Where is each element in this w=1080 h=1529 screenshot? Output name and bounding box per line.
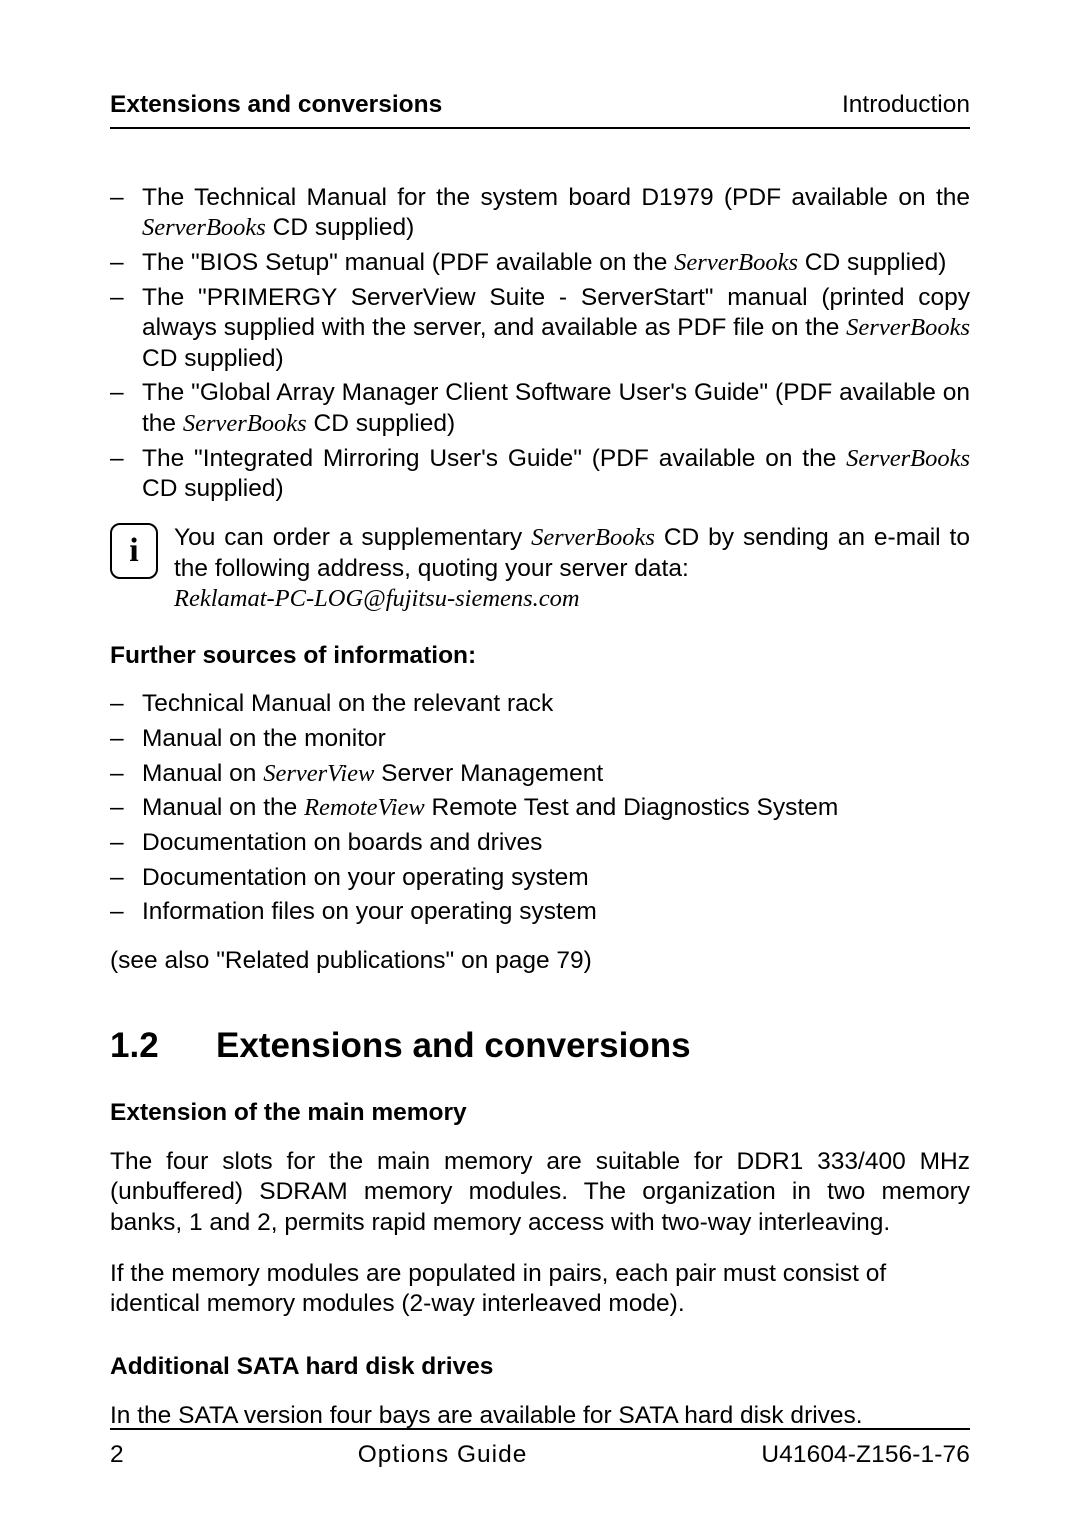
dash-icon: – (110, 248, 142, 279)
dash-icon: – (110, 828, 142, 859)
dash-icon: – (110, 897, 142, 928)
list-item-text: Manual on ServerView Server Management (142, 759, 970, 790)
list-item: –The "Global Array Manager Client Softwa… (110, 378, 970, 439)
list-item-text: The "Global Array Manager Client Softwar… (142, 378, 970, 439)
info-icon: i (110, 523, 158, 579)
list-item: –Information files on your operating sys… (110, 897, 970, 928)
dash-icon: – (110, 863, 142, 894)
list-item-text: The "BIOS Setup" manual (PDF available o… (142, 248, 970, 279)
list-item: –Manual on the RemoteView Remote Test an… (110, 793, 970, 824)
header-right: Introduction (842, 90, 970, 121)
list-item: –The "Integrated Mirroring User's Guide"… (110, 444, 970, 505)
header-left: Extensions and conversions (110, 90, 442, 121)
footer-page-number: 2 (110, 1440, 124, 1471)
top-list: –The Technical Manual for the system boa… (110, 183, 970, 505)
info-text: You can order a supplementary ServerBook… (174, 523, 970, 615)
list-item-text: Manual on the RemoteView Remote Test and… (142, 793, 970, 824)
list-item-text: Documentation on your operating system (142, 863, 970, 894)
footer-center: Options Guide (358, 1440, 528, 1471)
list-item-text: Information files on your operating syst… (142, 897, 970, 928)
sata-heading: Additional SATA hard disk drives (110, 1352, 970, 1383)
dash-icon: – (110, 183, 142, 244)
memory-para-1: The four slots for the main memory are s… (110, 1147, 970, 1239)
dash-icon: – (110, 444, 142, 505)
dash-icon: – (110, 378, 142, 439)
list-item: –Documentation on boards and drives (110, 828, 970, 859)
list-item: –Manual on ServerView Server Management (110, 759, 970, 790)
see-also: (see also "Related publications" on page… (110, 946, 970, 977)
further-list: –Technical Manual on the relevant rack –… (110, 689, 970, 927)
sata-para: In the SATA version four bays are availa… (110, 1401, 970, 1432)
dash-icon: – (110, 759, 142, 790)
section-title-text: Extensions and conversions (216, 1024, 691, 1068)
list-item-text: Documentation on boards and drives (142, 828, 970, 859)
list-item: –Documentation on your operating system (110, 863, 970, 894)
list-item-text: The "Integrated Mirroring User's Guide" … (142, 444, 970, 505)
memory-para-2: If the memory modules are populated in p… (110, 1259, 970, 1320)
dash-icon: – (110, 793, 142, 824)
page: Extensions and conversions Introduction … (0, 0, 1080, 1529)
page-footer: 2 Options Guide U41604-Z156-1-76 (110, 1428, 970, 1471)
list-item: –Manual on the monitor (110, 724, 970, 755)
list-item-text: The "PRIMERGY ServerView Suite - ServerS… (142, 283, 970, 375)
section-title: 1.2 Extensions and conversions (110, 1024, 970, 1068)
memory-heading: Extension of the main memory (110, 1098, 970, 1129)
footer-doc-id: U41604-Z156-1-76 (761, 1440, 970, 1471)
list-item-text: Manual on the monitor (142, 724, 970, 755)
info-note: i You can order a supplementary ServerBo… (110, 523, 970, 615)
list-item: –The "BIOS Setup" manual (PDF available … (110, 248, 970, 279)
dash-icon: – (110, 283, 142, 375)
info-email: Reklamat-PC-LOG@fujitsu-siemens.com (174, 585, 580, 612)
dash-icon: – (110, 724, 142, 755)
list-item-text: The Technical Manual for the system boar… (142, 183, 970, 244)
list-item-text: Technical Manual on the relevant rack (142, 689, 970, 720)
list-item: –The "PRIMERGY ServerView Suite - Server… (110, 283, 970, 375)
section-number: 1.2 (110, 1024, 216, 1068)
further-heading: Further sources of information: (110, 641, 970, 672)
dash-icon: – (110, 689, 142, 720)
page-header: Extensions and conversions Introduction (110, 90, 970, 129)
list-item: –The Technical Manual for the system boa… (110, 183, 970, 244)
list-item: –Technical Manual on the relevant rack (110, 689, 970, 720)
